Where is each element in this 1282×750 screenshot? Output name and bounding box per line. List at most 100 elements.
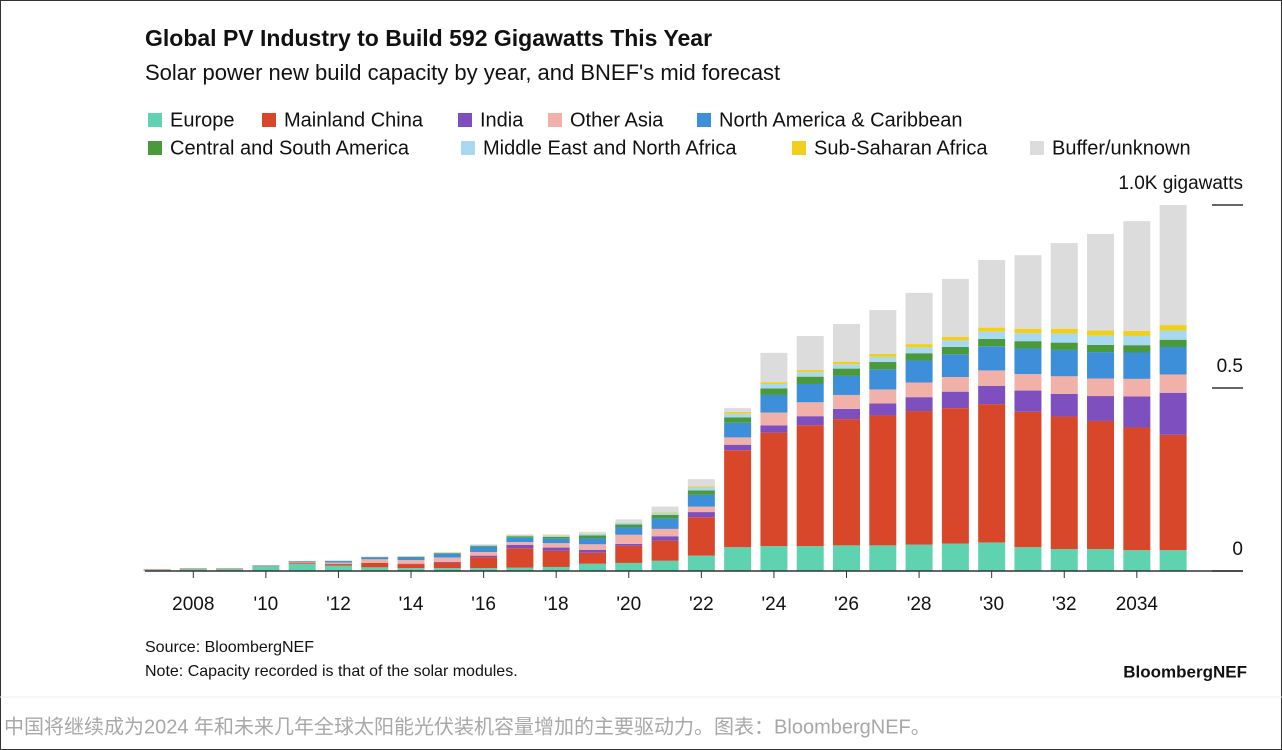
y-tick-label: 0.5 (1217, 356, 1243, 377)
bar-segment (578, 535, 606, 539)
bar-segment (578, 534, 606, 536)
bar-segment (470, 555, 498, 558)
bar-segment (1014, 341, 1042, 349)
y-tick-label: 0 (1232, 539, 1243, 560)
bar-segment (760, 546, 788, 571)
bar-segment (724, 437, 752, 445)
bar-segment (941, 278, 969, 337)
bar-segment (542, 550, 570, 567)
bar-segment (433, 553, 461, 558)
chart-title: Global PV Industry to Build 592 Gigawatt… (145, 25, 712, 51)
bar-segment (216, 568, 244, 571)
bar-segment (470, 568, 498, 571)
bar-segment (869, 415, 897, 546)
bar-segment (833, 368, 861, 376)
bar-segment (506, 536, 534, 538)
bar-segment (833, 323, 861, 362)
bar-segment (1159, 550, 1187, 571)
bar-segment (1014, 255, 1042, 329)
bar-segment (760, 352, 788, 383)
x-tick-label: '26 (834, 594, 859, 615)
bar-segment (905, 411, 933, 545)
bar-segment (615, 527, 643, 535)
bar-segment (724, 417, 752, 423)
bar-segment (1050, 416, 1078, 550)
bar-segment (324, 564, 352, 566)
bar-segment (506, 548, 534, 568)
bar-segment (687, 506, 715, 513)
bar-segment (941, 354, 969, 378)
bar-segment (833, 364, 861, 369)
bar-segment (1123, 345, 1151, 353)
bar-segment (941, 543, 969, 571)
bar-segment (288, 561, 316, 563)
bar-segment (615, 562, 643, 571)
bar-segment (651, 540, 679, 561)
bar-segment (470, 545, 498, 546)
bar-segment (651, 512, 679, 513)
bar-segment (1087, 335, 1115, 345)
bar-segment (542, 547, 570, 551)
bar-segment (433, 553, 461, 554)
bar-segment (433, 568, 461, 571)
chart-subtitle: Solar power new build capacity by year, … (145, 60, 780, 85)
bar-segment (615, 543, 643, 546)
bar-segment (651, 512, 679, 516)
bar-segment (760, 383, 788, 389)
x-tick-label: '24 (762, 594, 787, 615)
bar-segment (651, 515, 679, 519)
bar-segment (615, 534, 643, 544)
bar-segment (578, 563, 606, 571)
bar-segment (615, 545, 643, 563)
note: Note: Capacity recorded is that of the s… (145, 663, 518, 680)
bar-segment (506, 567, 534, 571)
bar-segment (1159, 374, 1187, 393)
bar-segment (1123, 396, 1151, 428)
x-tick-label: '32 (1052, 594, 1077, 615)
bar-segment (470, 557, 498, 569)
bar-segment (796, 370, 824, 373)
bar-segment (651, 528, 679, 537)
bar-segment (470, 545, 498, 547)
bar-segment (941, 408, 969, 544)
bar-segment (578, 549, 606, 553)
bar-segment (941, 347, 969, 355)
legend-label: North America & Caribbean (719, 109, 962, 131)
bar-segment (796, 402, 824, 417)
bar-segment (1123, 352, 1151, 379)
legend-swatch (697, 113, 711, 127)
bar-segment (796, 376, 824, 384)
bar-segment (1050, 393, 1078, 417)
bar-segment (1050, 333, 1078, 343)
caption: 中国将继续成为2024 年和未来几年全球太阳能光伏装机容量增加的主要驱动力。图表… (4, 715, 931, 738)
bar-segment (179, 568, 207, 571)
bar-segment (687, 512, 715, 518)
bar-segment (252, 566, 280, 571)
bar-segment (578, 544, 606, 550)
bar-segment (397, 560, 425, 564)
bar-segment (869, 362, 897, 370)
x-tick-label: '16 (471, 594, 496, 615)
bar-segment (833, 419, 861, 546)
x-tick-label: '14 (399, 594, 424, 615)
legend-label: Middle East and North Africa (483, 137, 737, 159)
x-tick-label: 2008 (172, 594, 214, 615)
bar-segment (1087, 378, 1115, 397)
bar-segment (796, 372, 824, 377)
bar-segment (433, 562, 461, 569)
bar-segment (542, 543, 570, 548)
bar-segment (760, 412, 788, 426)
bar-segment (1159, 347, 1187, 375)
bar-segment (796, 546, 824, 571)
bar-segment (615, 519, 643, 523)
bar-segment (1087, 330, 1115, 336)
bar-segment (724, 444, 752, 451)
bar-segment (724, 413, 752, 418)
legend-swatch (792, 141, 806, 155)
x-tick-label: '10 (253, 594, 278, 615)
bar-segment (869, 356, 897, 363)
legend-swatch (461, 141, 475, 155)
bar-segment (833, 394, 861, 409)
bar-segment (506, 542, 534, 546)
bar-segment (978, 370, 1006, 386)
